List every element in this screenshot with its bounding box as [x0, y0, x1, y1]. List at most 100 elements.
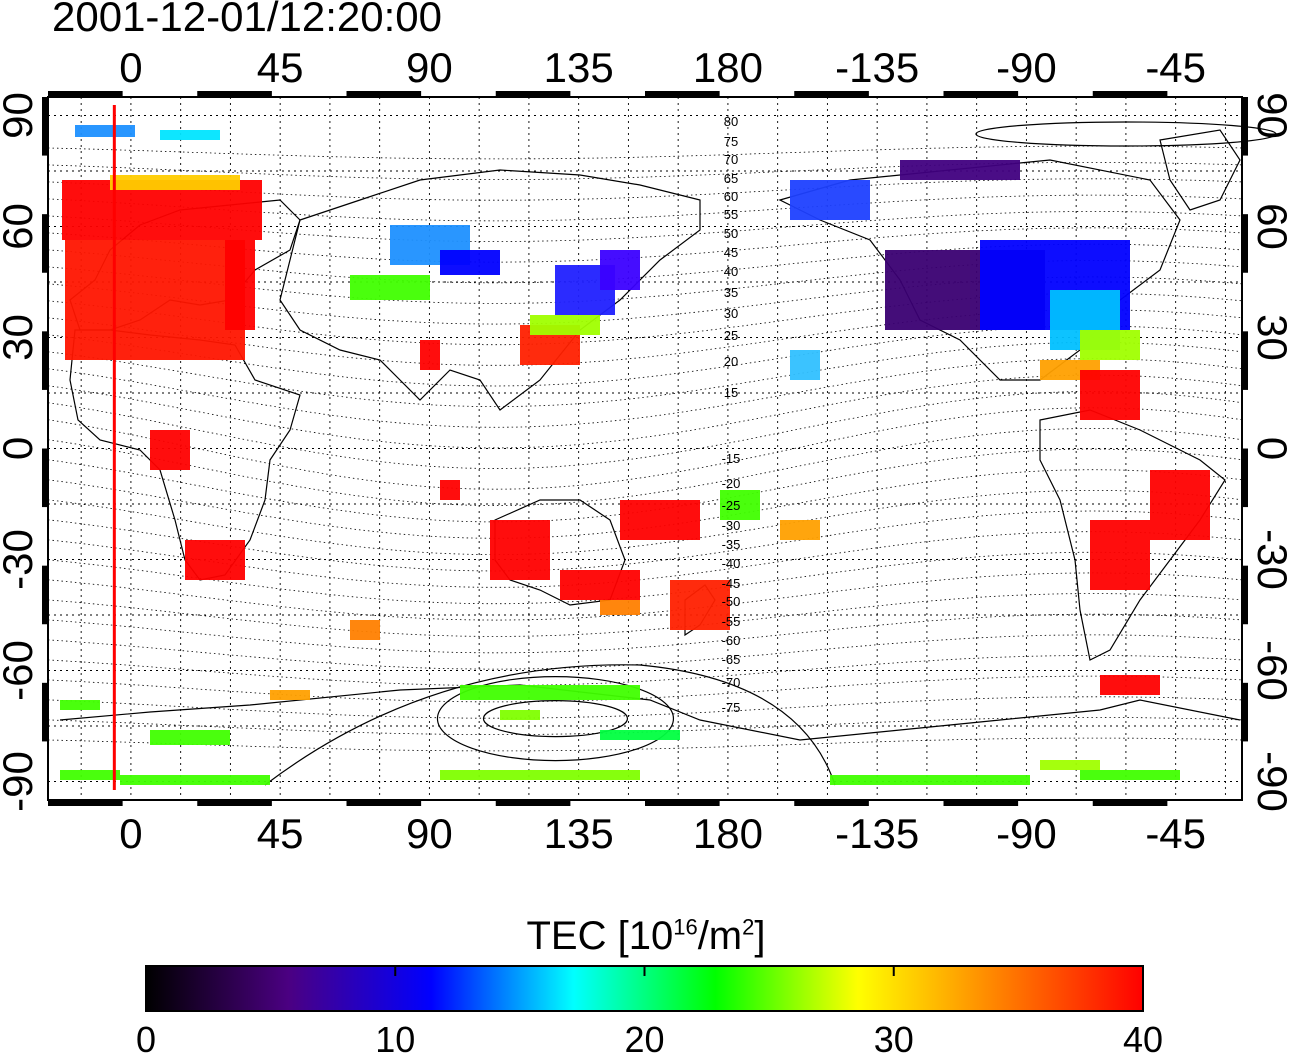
- tec-patch: [1100, 675, 1160, 695]
- contour-label: 70: [724, 152, 738, 167]
- contour-line: [47, 374, 1243, 449]
- contour-line: [47, 243, 1243, 284]
- tec-patch: [900, 160, 1020, 180]
- contour-label: -30: [722, 518, 741, 533]
- tec-patch: [225, 240, 255, 330]
- contour-arc-south: [264, 664, 836, 786]
- contour-line: [47, 737, 1243, 752]
- frame-segment-bottom: [197, 800, 272, 806]
- bottom-lon-label: 0: [119, 810, 142, 857]
- contour-labels: 80 75 70 65 60 55 50 45 40 35 30 25 20 15 -15 -20 -25 -30…: [722, 114, 741, 715]
- frame-segment-right: [1242, 214, 1248, 273]
- contour-label: -35: [722, 537, 741, 552]
- contour-label: 60: [724, 189, 738, 204]
- contour-label: -70: [722, 675, 741, 690]
- contour-label: -75: [722, 700, 741, 715]
- frame-segment-bottom: [794, 800, 869, 806]
- axis-tick-labels: 0 45 90 135 180 -135 -90 -450 45 90 135 180 -135 -90-…: [0, 44, 1292, 857]
- contour-label: -25: [722, 498, 741, 513]
- contour-label: -60: [722, 633, 741, 648]
- right-lat-label: 30: [1249, 314, 1292, 361]
- bottom-lon-label: 45: [257, 810, 304, 857]
- contour-label: 65: [724, 171, 738, 186]
- tec-patch: [110, 175, 240, 190]
- tec-patch: [600, 730, 680, 740]
- right-lat-label: -30: [1249, 529, 1292, 590]
- left-lat-label: 90: [0, 92, 41, 139]
- contour-label: 55: [724, 207, 738, 222]
- tec-patch: [670, 580, 730, 630]
- right-lat-label: -90: [1249, 751, 1292, 812]
- coastline-south-america: [1039, 409, 1226, 661]
- frame-segment-left: [42, 682, 48, 742]
- frame-segment-left: [42, 214, 48, 273]
- coastline-greenland: [1159, 129, 1241, 211]
- tec-patch: [1090, 520, 1150, 590]
- tec-patch: [790, 350, 820, 380]
- contour-line: [47, 162, 1243, 180]
- frame-segment-right: [1242, 97, 1248, 156]
- contour-label: -20: [722, 476, 741, 491]
- top-lon-label: 45: [257, 44, 304, 91]
- frame-segment-top: [346, 91, 422, 97]
- tec-patch: [830, 775, 1030, 785]
- frame-segment-left: [42, 448, 48, 508]
- frame-segment-top: [197, 91, 272, 97]
- contour-line: [47, 634, 1243, 670]
- frame-segment-top: [1092, 91, 1168, 97]
- left-lat-label: 0: [0, 437, 41, 460]
- contour-label: 40: [724, 264, 738, 279]
- bottom-lon-label: -135: [835, 810, 919, 857]
- tec-patch: [120, 775, 270, 785]
- tec-patch: [65, 240, 245, 360]
- frame-segment-left: [42, 97, 48, 156]
- tec-patch: [1040, 760, 1100, 770]
- contour-label: 80: [724, 114, 738, 129]
- coastline-antarctica: [59, 684, 1241, 741]
- frame-segment-bottom: [645, 800, 720, 806]
- contour-label: -50: [722, 594, 741, 609]
- contour-loop-south-outer: [436, 675, 675, 762]
- tec-patch: [560, 570, 640, 600]
- tec-patch: [600, 600, 640, 615]
- map-frame: [42, 91, 1248, 806]
- tec-patch: [440, 770, 640, 780]
- right-lat-label: 0: [1249, 437, 1292, 460]
- bottom-lon-label: 135: [544, 810, 614, 857]
- contour-line: [47, 358, 1243, 428]
- tec-patch: [720, 490, 760, 520]
- top-lon-label: 135: [544, 44, 614, 91]
- tec-patch: [1080, 370, 1140, 420]
- contour-loop-south-inner: [482, 699, 629, 738]
- contour-label: -65: [722, 652, 741, 667]
- tec-patch: [185, 540, 245, 580]
- frame-segment-top: [794, 91, 869, 97]
- top-lon-label: 180: [693, 44, 763, 91]
- frame-segment-bottom: [346, 800, 422, 806]
- contour-line: [47, 593, 1243, 637]
- frame-segment-bottom: [943, 800, 1019, 806]
- contour-line: [47, 696, 1243, 719]
- tec-patch: [160, 130, 220, 140]
- tec-patch: [790, 180, 870, 220]
- bottom-lon-label: -90: [996, 810, 1057, 857]
- contour-line: [47, 145, 1243, 160]
- frame-segment-left: [42, 331, 48, 390]
- tec-patch: [350, 620, 380, 640]
- left-lat-label: -30: [0, 529, 41, 590]
- tec-patch: [150, 730, 230, 745]
- frame-segment-right: [1242, 448, 1248, 508]
- frame-segment-bottom: [495, 800, 571, 806]
- contour-line: [47, 717, 1243, 735]
- tec-patch: [500, 710, 540, 720]
- contour-line: [47, 675, 1243, 703]
- tec-patch: [60, 770, 120, 780]
- contour-label: 75: [724, 134, 738, 149]
- right-lat-label: 60: [1249, 203, 1292, 250]
- contour-label: -40: [722, 556, 741, 571]
- top-lon-label: 90: [406, 44, 453, 91]
- top-lon-label: 0: [119, 44, 142, 91]
- frame-segment-left: [42, 565, 48, 625]
- contour-label: 15: [724, 385, 738, 400]
- contour-line: [47, 427, 1243, 507]
